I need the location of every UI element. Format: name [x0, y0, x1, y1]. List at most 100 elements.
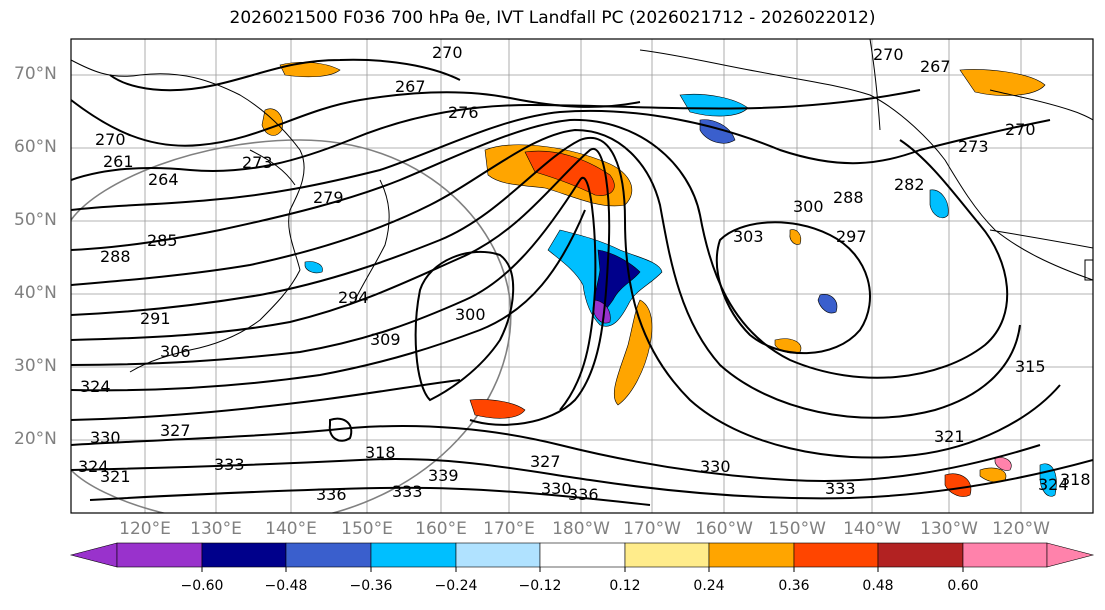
lon-label-130e: 130°E — [190, 519, 242, 539]
range-ring — [71, 139, 512, 513]
contour-label: 264 — [148, 170, 179, 189]
lon-label-160e: 160°E — [415, 519, 467, 539]
contour-label: 333 — [214, 455, 245, 474]
colorbar-tick-label: −0.36 — [349, 578, 393, 594]
contour-label: 321 — [100, 467, 131, 486]
negative-region-west-small — [304, 261, 323, 274]
colorbar-tick-label: 0.60 — [947, 578, 979, 594]
colorbar-tick-label: −0.60 — [180, 578, 224, 594]
colorbar-segment — [201, 542, 287, 568]
contour-label: 318 — [1060, 470, 1091, 489]
colorbar-segment — [539, 542, 626, 568]
lon-label-130w: 130°W — [920, 519, 978, 539]
contour-label: 324 — [78, 457, 109, 476]
map-frame — [70, 38, 1094, 514]
theta-e-contours — [71, 58, 1093, 506]
contour-label: 330 — [90, 428, 121, 447]
colorbar-segment — [793, 542, 879, 568]
lon-label-160w: 160°W — [695, 519, 753, 539]
contour-label: 330 — [541, 479, 572, 498]
coastlines — [71, 39, 1093, 373]
contour-label: 324 — [1038, 475, 1069, 494]
positive-region-north — [279, 61, 341, 78]
colorbar-tick-label: 0.12 — [609, 578, 641, 594]
contour-label: 273 — [242, 153, 273, 172]
colorbar — [69, 542, 1095, 572]
contour-label: 303 — [733, 227, 764, 246]
contour-label: 315 — [1015, 357, 1046, 376]
lat-label-30n: 30°N — [14, 356, 57, 376]
lon-label-170w: 170°W — [623, 519, 681, 539]
contour-label: 291 — [140, 309, 171, 328]
colorbar-extend-low — [69, 542, 118, 568]
contour-label: 324 — [80, 377, 111, 396]
negative-region-pacific-east — [817, 294, 838, 314]
positive-region-canada — [959, 69, 1046, 96]
contour-label: 288 — [100, 247, 131, 266]
contour-label: 270 — [1005, 120, 1036, 139]
contour-label: 327 — [160, 421, 191, 440]
contour-label: 333 — [392, 482, 423, 501]
lon-label-140e: 140°E — [265, 519, 317, 539]
contour-label: 321 — [934, 427, 965, 446]
contour-label: 267 — [920, 57, 951, 76]
lat-label-50n: 50°N — [14, 210, 57, 230]
colorbar-tick-label: −0.12 — [518, 578, 562, 594]
colorbar-extend-high — [1046, 542, 1095, 568]
lon-label-120w: 120°W — [992, 519, 1050, 539]
colorbar-segment — [708, 542, 795, 568]
positive-region-south — [469, 399, 526, 419]
lon-label-170e: 170°E — [483, 519, 535, 539]
colorbar-segment — [624, 542, 710, 568]
contour-label: 300 — [455, 305, 486, 324]
contour-label: 288 — [833, 188, 864, 207]
colorbar-tick-label: 0.48 — [862, 578, 894, 594]
colorbar-tick-label: −0.48 — [264, 578, 308, 594]
colorbar-tick-label: 0.24 — [693, 578, 725, 594]
figure-title: 2026021500 F036 700 hPa θe, IVT Landfall… — [229, 8, 876, 28]
lon-label-140w: 140°W — [843, 519, 901, 539]
colorbar-segment — [877, 542, 964, 568]
contour-label: 336 — [316, 485, 347, 504]
contour-label: 267 — [395, 77, 426, 96]
contour-label: 270 — [95, 130, 126, 149]
colorbar-tick-label: −0.24 — [434, 578, 478, 594]
lat-label-70n: 70°N — [14, 64, 57, 84]
contour-label: 285 — [147, 231, 178, 250]
contour-label: 297 — [836, 227, 867, 246]
contour-label: 336 — [568, 485, 599, 504]
negative-region-bc — [929, 189, 949, 219]
contour-labels: 270 267 276 273 264 279 261 270 288 285 … — [78, 43, 1091, 504]
contour-label: 333 — [825, 479, 856, 498]
lon-label-180w: 180°W — [552, 519, 610, 539]
contour-label: 294 — [338, 288, 369, 307]
contour-label: 339 — [428, 466, 459, 485]
contour-label: 276 — [448, 103, 479, 122]
contour-label: 309 — [370, 330, 401, 349]
lon-label-150w: 150°W — [768, 519, 826, 539]
colorbar-segment — [370, 542, 457, 568]
contour-label: 306 — [160, 342, 191, 361]
colorbar-tick-label: 0.36 — [778, 578, 810, 594]
contour-label: 282 — [894, 175, 925, 194]
colorbar-segment — [285, 542, 372, 568]
contour-label: 300 — [793, 197, 824, 216]
contour-label: 273 — [958, 137, 989, 156]
contour-label: 327 — [530, 452, 561, 471]
colorbar-segment — [116, 542, 203, 568]
colorbar-ticks — [201, 567, 964, 572]
lat-label-40n: 40°N — [14, 283, 57, 303]
contour-label: 330 — [700, 457, 731, 476]
positive-region-east-mid — [789, 229, 802, 245]
lat-label-60n: 60°N — [14, 137, 57, 157]
contour-label: 270 — [873, 45, 904, 64]
contour-label: 279 — [313, 188, 344, 207]
contour-label: 318 — [365, 443, 396, 462]
contour-label: 261 — [103, 152, 134, 171]
positive-region-ne-corner — [994, 457, 1012, 471]
lat-label-20n: 20°N — [14, 429, 57, 449]
colorbar-segment — [962, 542, 1048, 568]
colorbar-segment — [455, 542, 541, 568]
